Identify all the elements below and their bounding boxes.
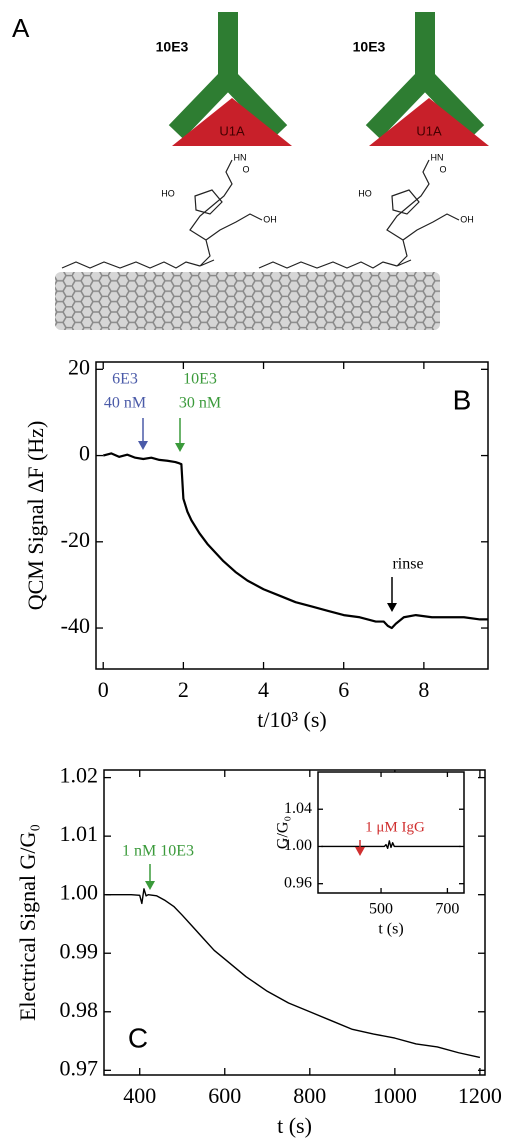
annotation: 1 nM 10E3	[122, 843, 194, 860]
annotation: 30 nM	[179, 395, 221, 412]
x-tick-label: 1200	[458, 1083, 502, 1108]
y-tick-label: 0.96	[284, 874, 312, 891]
arrow-head	[145, 881, 155, 890]
chem-label: HN	[431, 152, 444, 162]
x-axis-label: t (s)	[277, 1113, 312, 1138]
panel-label: A	[12, 13, 30, 43]
plot-frame	[317, 771, 465, 894]
chem-label: OH	[263, 214, 277, 224]
x-axis-label: t/10³ (s)	[257, 707, 327, 732]
arrow-head	[138, 441, 148, 450]
x-tick-label: 8	[418, 677, 429, 702]
chem-label: O	[439, 164, 446, 174]
y-axis-label: Electrical Signal G/G₀	[15, 824, 40, 1021]
x-tick-label: 800	[293, 1083, 326, 1108]
annotation: 10E3	[183, 371, 217, 388]
panel-label: C	[128, 1022, 148, 1053]
y-tick-label: 20	[68, 354, 90, 379]
x-tick-label: 4	[258, 677, 269, 702]
panel-label: B	[453, 384, 472, 415]
x-tick-label: 2	[178, 677, 189, 702]
arrow-head	[387, 603, 397, 612]
chem-label: HO	[161, 188, 175, 198]
annotation: 1 μM IgG	[365, 819, 425, 835]
antibody	[365, 12, 485, 139]
plot-frame	[95, 361, 489, 670]
linker	[258, 159, 460, 269]
y-tick-label: 0.98	[60, 997, 99, 1022]
sugar-ring	[194, 189, 223, 215]
protein-label: U1A	[416, 123, 442, 138]
y-tick-label: 1.01	[60, 821, 99, 846]
linker	[61, 159, 263, 269]
antibody-label: 10E3	[353, 39, 386, 55]
y-tick-label: 0.99	[60, 938, 99, 963]
y-axis-label: QCM Signal ΔF (Hz)	[23, 421, 48, 611]
y-tick-label: 1.02	[60, 763, 99, 788]
y-axis-label: G/G₀	[275, 816, 292, 849]
data-line	[105, 888, 481, 1059]
antibody	[168, 12, 288, 139]
protein-label: U1A	[219, 123, 245, 138]
arrow-head	[175, 443, 185, 452]
x-tick-label: 0	[98, 677, 109, 702]
x-tick-label: 700	[435, 901, 459, 918]
arrow-head	[355, 847, 365, 856]
x-tick-label: 6	[338, 677, 349, 702]
annotation: rinse	[392, 556, 423, 573]
y-tick-label: 0.97	[60, 1055, 99, 1080]
annotation: 6E3	[112, 371, 138, 388]
y-tick-label: 1.04	[284, 800, 312, 817]
chem-label: HO	[358, 188, 372, 198]
y-tick-label: -40	[61, 613, 90, 638]
antibody-label: 10E3	[156, 39, 189, 55]
y-tick-label: 1.00	[284, 837, 312, 854]
protein	[369, 98, 489, 146]
x-tick-label: 400	[123, 1083, 156, 1108]
data-line	[321, 840, 461, 850]
chem-label: OH	[460, 214, 474, 224]
antibody-group: U1A 10E3 HN O HO OH	[61, 12, 292, 269]
x-axis-label: t (s)	[378, 921, 403, 938]
x-tick-label: 500	[369, 901, 393, 918]
x-tick-label: 600	[208, 1083, 241, 1108]
nanotube	[55, 272, 440, 330]
annotation: 40 nM	[104, 395, 146, 412]
data-line	[102, 452, 488, 630]
x-tick-label: 1000	[373, 1083, 417, 1108]
antibodies: U1A 10E3 HN O HO OH U1A 10E3 HN O HO OH	[61, 12, 489, 269]
protein	[172, 98, 292, 146]
sugar-ring	[391, 189, 420, 215]
chem-label: HN	[234, 152, 247, 162]
y-tick-label: -20	[61, 527, 90, 552]
y-tick-label: 0	[79, 441, 90, 466]
chem-label: O	[242, 164, 249, 174]
y-tick-label: 1.00	[60, 880, 99, 905]
